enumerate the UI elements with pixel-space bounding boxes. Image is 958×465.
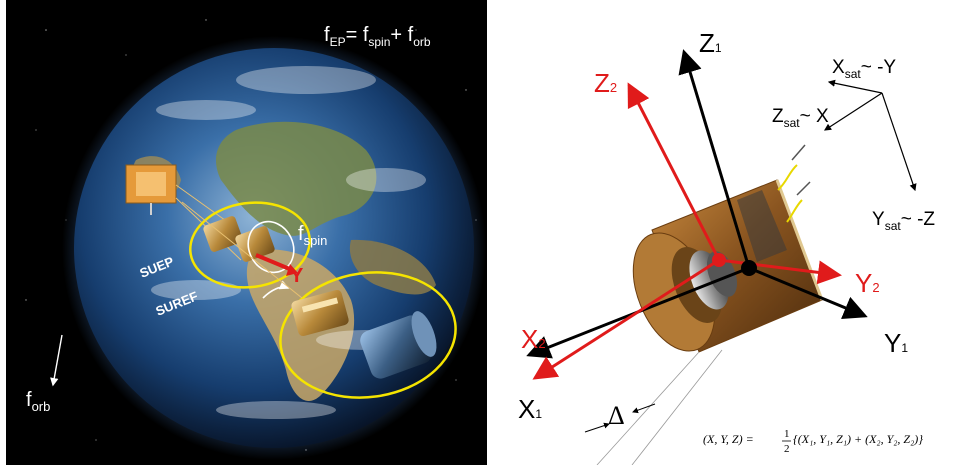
origin-frame-2 [712,253,726,267]
equation-lhs: (X, Y, Z) = [703,432,754,446]
sat-frame-arrows [823,79,917,192]
instrument-highlight-ellipse [189,201,311,289]
satellite [125,164,242,261]
y-axis-arrow [255,253,293,272]
average-frame-equation: (X, Y, Z) = 1 2 {(X₁, Y₁, Z₁) + (X₂, Y₂,… [703,428,923,455]
x2-label: X2 [521,324,546,354]
z1-axis [678,49,751,269]
clouds [151,66,426,419]
test-mass-cylinder [632,179,824,353]
f-orb-label: forb [26,389,50,414]
earth-illustration-panel: fEP= fspin+ forb fspin SUEP SUREF Y forb [6,0,487,465]
connector-line [181,201,303,299]
f-spin-label: fspin [298,223,327,248]
z2-axis [627,82,721,261]
wires [777,144,811,223]
y1-label: Y1 [884,328,908,358]
z1-label: Z1 [699,28,722,58]
steel-cylinder [360,311,437,379]
y-axis-label: Y [290,265,304,287]
earth-illustration: fEP= fspin+ forb fspin SUEP SUREF Y forb [25,19,486,460]
reference-line [596,351,700,465]
opened-instrument [291,290,349,336]
equation-fraction-denominator: 2 [784,443,790,455]
origin-frame-1 [741,260,757,276]
equation-fraction-numerator: 1 [784,428,790,440]
frequency-formula: fEP= fspin+ forb [324,24,431,49]
delta-label: Δ [608,401,625,430]
detail-highlight-ellipse [279,271,457,399]
x2-axis [532,258,720,380]
delta-offset-marker [584,403,656,433]
ysat-label: Ysat~ -Z [872,209,935,233]
y2-axis [718,258,842,285]
axes-diagram-panel: Z1 Z2 X2 X1 Y2 Y1 Xsat~ -Y Zsat~ X Ysat~… [487,0,958,465]
orbit-arrow [50,334,63,387]
spin-ellipse [247,220,295,274]
equation-rhs: {(X₁, Y₁, Z₁) + (X₂, Y₂, Z₂)} [793,432,923,446]
axes-diagram: Z1 Z2 X2 X1 Y2 Y1 Xsat~ -Y Zsat~ X Ysat~… [518,28,935,465]
z2-label: Z2 [594,68,617,98]
xsat-label: Xsat~ -Y [832,57,896,81]
y2-label: Y2 [855,268,880,298]
y1-axis [748,266,868,320]
rotation-arrow [262,280,290,299]
zsat-label: Zsat~ X [772,106,829,130]
x1-label: X1 [518,394,542,424]
reference-line [631,349,723,465]
